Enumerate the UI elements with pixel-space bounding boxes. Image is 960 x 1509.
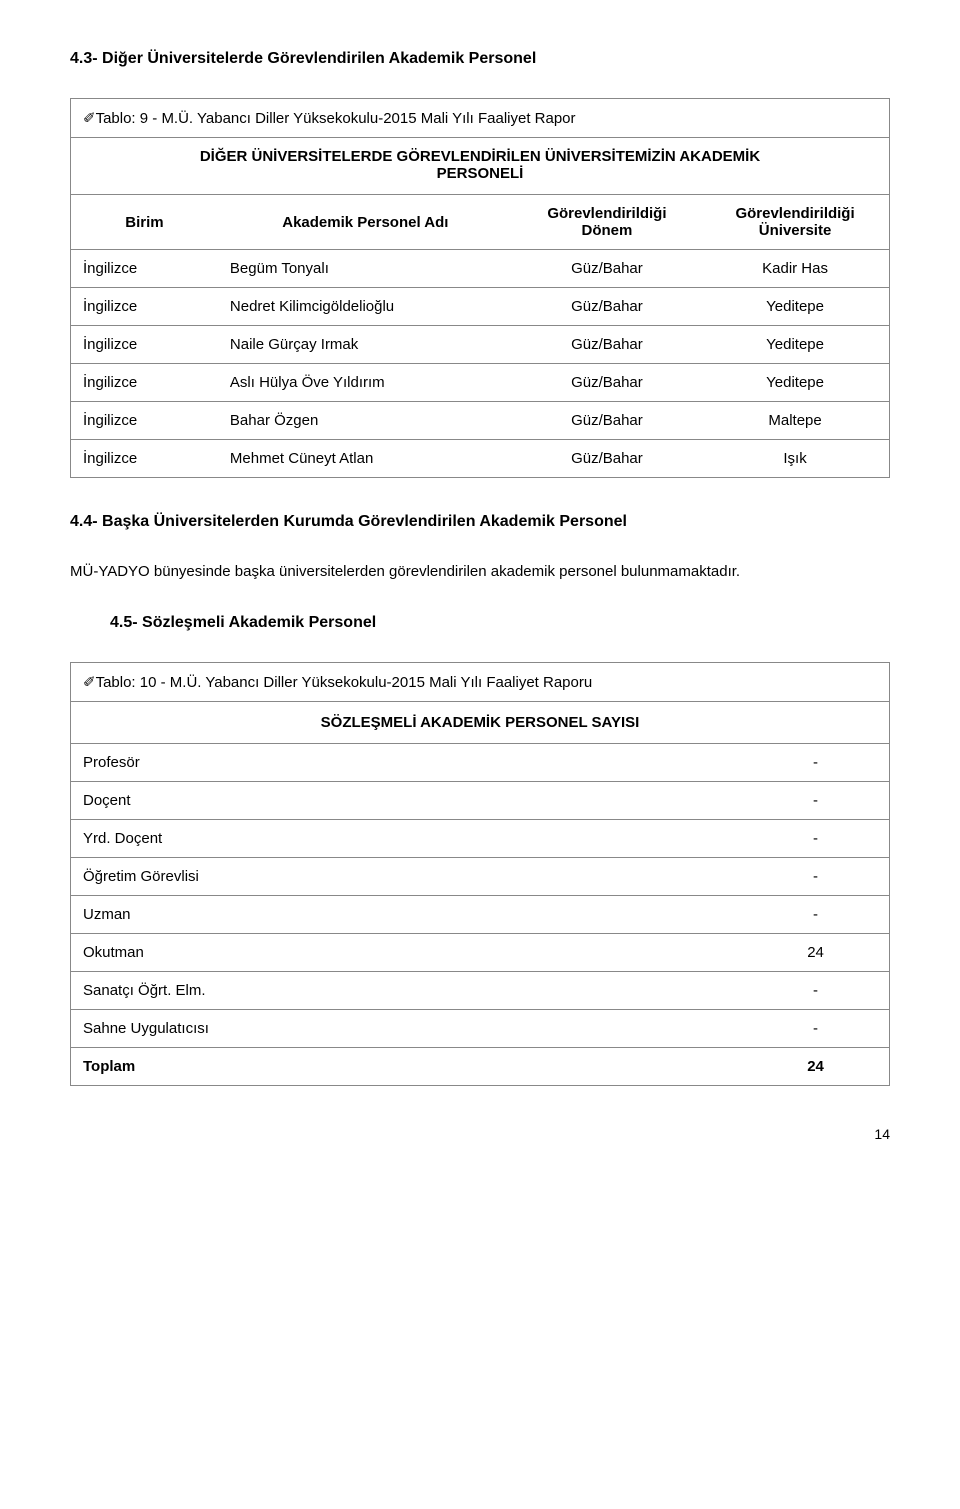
table-9-col-donem: Görevlendirildiği Dönem bbox=[513, 195, 701, 250]
cell-birim: İngilizce bbox=[71, 402, 218, 440]
col-univ-l1: Görevlendirildiği bbox=[735, 205, 854, 222]
table-9-subtitle-line1: DİĞER ÜNİVERSİTELERDE GÖREVLENDİRİLEN ÜN… bbox=[71, 138, 890, 166]
table-9-caption: ✐Tablo: 9 - M.Ü. Yabancı Diller Yüksekok… bbox=[71, 99, 890, 138]
table-9-subtitle-line2: PERSONELİ bbox=[71, 165, 890, 195]
cell-label: Öğretim Görevlisi bbox=[71, 857, 743, 895]
cell-donem: Güz/Bahar bbox=[513, 250, 701, 288]
table-caption-prefix: ✐Tablo: 10 - bbox=[83, 674, 170, 691]
table-10-subtitle: SÖZLEŞMELİ AKADEMİK PERSONEL SAYISI bbox=[71, 701, 890, 743]
table-row: İngilizceBahar ÖzgenGüz/BaharMaltepe bbox=[71, 402, 890, 440]
table-row: İngilizceAslı Hülya Öve YıldırımGüz/Baha… bbox=[71, 364, 890, 402]
table-row: İngilizceBegüm TonyalıGüz/BaharKadir Has bbox=[71, 250, 890, 288]
table-row: Öğretim Görevlisi- bbox=[71, 857, 890, 895]
col-donem-l1: Görevlendirildiği bbox=[547, 205, 666, 222]
cell-donem: Güz/Bahar bbox=[513, 326, 701, 364]
table-row: Uzman- bbox=[71, 895, 890, 933]
table-9-col-birim: Birim bbox=[71, 195, 218, 250]
cell-univ: Maltepe bbox=[701, 402, 889, 440]
cell-birim: İngilizce bbox=[71, 326, 218, 364]
cell-label: Doçent bbox=[71, 781, 743, 819]
cell-val: - bbox=[742, 781, 889, 819]
cell-label: Sahne Uygulatıcısı bbox=[71, 1009, 743, 1047]
cell-label: Okutman bbox=[71, 933, 743, 971]
page-number: 14 bbox=[70, 1126, 890, 1142]
table-row: İngilizceMehmet Cüneyt AtlanGüz/BaharIşı… bbox=[71, 440, 890, 478]
cell-adi: Naile Gürçay Irmak bbox=[218, 326, 513, 364]
cell-donem: Güz/Bahar bbox=[513, 288, 701, 326]
table-row: Yrd. Doçent- bbox=[71, 819, 890, 857]
table-row: Profesör- bbox=[71, 743, 890, 781]
cell-donem: Güz/Bahar bbox=[513, 364, 701, 402]
cell-birim: İngilizce bbox=[71, 288, 218, 326]
cell-adi: Mehmet Cüneyt Atlan bbox=[218, 440, 513, 478]
table-row: Okutman24 bbox=[71, 933, 890, 971]
table-10-total-label: Toplam bbox=[71, 1047, 743, 1085]
col-donem-l2: Dönem bbox=[582, 222, 633, 239]
section-4-3-heading: 4.3- Diğer Üniversitelerde Görevlendiril… bbox=[70, 50, 890, 68]
table-9-col-adi: Akademik Personel Adı bbox=[218, 195, 513, 250]
table-10: ✐Tablo: 10 - M.Ü. Yabancı Diller Yükseko… bbox=[70, 662, 890, 1086]
cell-donem: Güz/Bahar bbox=[513, 440, 701, 478]
cell-label: Sanatçı Öğrt. Elm. bbox=[71, 971, 743, 1009]
cell-adi: Nedret Kilimcigöldelioğlu bbox=[218, 288, 513, 326]
table-caption-text: M.Ü. Yabancı Diller Yüksekokulu-2015 Mal… bbox=[170, 674, 592, 691]
cell-birim: İngilizce bbox=[71, 440, 218, 478]
cell-adi: Aslı Hülya Öve Yıldırım bbox=[218, 364, 513, 402]
cell-val: - bbox=[742, 819, 889, 857]
cell-label: Yrd. Doçent bbox=[71, 819, 743, 857]
cell-val: - bbox=[742, 857, 889, 895]
table-row: Sanatçı Öğrt. Elm.- bbox=[71, 971, 890, 1009]
table-row: Sahne Uygulatıcısı- bbox=[71, 1009, 890, 1047]
section-4-4-paragraph: MÜ-YADYO bünyesinde başka üniversitelerd… bbox=[70, 561, 890, 584]
table-row: Doçent- bbox=[71, 781, 890, 819]
cell-birim: İngilizce bbox=[71, 364, 218, 402]
cell-univ: Işık bbox=[701, 440, 889, 478]
section-4-4-heading: 4.4- Başka Üniversitelerden Kurumda Göre… bbox=[70, 513, 890, 531]
table-9: ✐Tablo: 9 - M.Ü. Yabancı Diller Yüksekok… bbox=[70, 98, 890, 478]
cell-univ: Yeditepe bbox=[701, 326, 889, 364]
cell-val: - bbox=[742, 1009, 889, 1047]
cell-val: - bbox=[742, 971, 889, 1009]
table-row: İngilizceNaile Gürçay IrmakGüz/BaharYedi… bbox=[71, 326, 890, 364]
cell-univ: Yeditepe bbox=[701, 364, 889, 402]
cell-val: 24 bbox=[742, 933, 889, 971]
cell-val: - bbox=[742, 743, 889, 781]
cell-label: Uzman bbox=[71, 895, 743, 933]
cell-univ: Yeditepe bbox=[701, 288, 889, 326]
col-univ-l2: Üniversite bbox=[759, 222, 832, 239]
cell-donem: Güz/Bahar bbox=[513, 402, 701, 440]
table-9-col-univ: Görevlendirildiği Üniversite bbox=[701, 195, 889, 250]
cell-adi: Bahar Özgen bbox=[218, 402, 513, 440]
cell-univ: Kadir Has bbox=[701, 250, 889, 288]
cell-val: - bbox=[742, 895, 889, 933]
cell-adi: Begüm Tonyalı bbox=[218, 250, 513, 288]
table-caption-text: M.Ü. Yabancı Diller Yüksekokulu-2015 Mal… bbox=[161, 110, 575, 127]
table-10-total-val: 24 bbox=[742, 1047, 889, 1085]
table-row: İngilizceNedret KilimcigöldelioğluGüz/Ba… bbox=[71, 288, 890, 326]
section-4-5-heading: 4.5- Sözleşmeli Akademik Personel bbox=[110, 614, 890, 632]
table-10-caption: ✐Tablo: 10 - M.Ü. Yabancı Diller Yükseko… bbox=[71, 662, 890, 701]
cell-birim: İngilizce bbox=[71, 250, 218, 288]
table-caption-prefix: ✐Tablo: 9 - bbox=[83, 110, 161, 127]
cell-label: Profesör bbox=[71, 743, 743, 781]
